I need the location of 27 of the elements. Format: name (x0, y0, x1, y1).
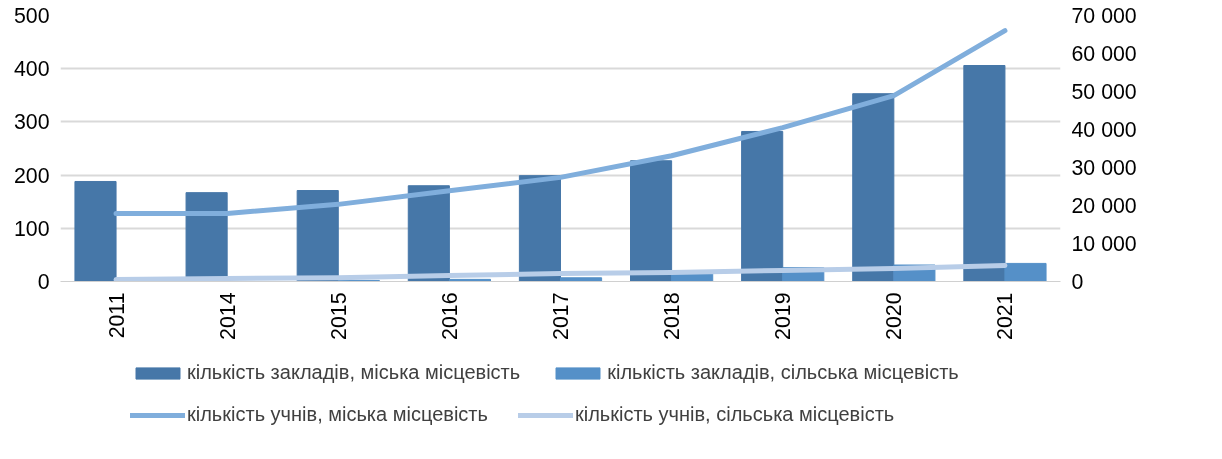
x-tick-label: 2020 (882, 292, 907, 340)
y2-tick-label: 60 000 (1071, 41, 1137, 66)
y2-tick-label: 10 000 (1071, 231, 1137, 256)
y2-tick-label: 0 (1071, 269, 1084, 294)
y-tick-label: 200 (13, 163, 50, 188)
y2-tick-label: 70 000 (1071, 3, 1137, 28)
y-tick-label: 500 (13, 4, 50, 28)
y2-tick-label: 20 000 (1071, 193, 1137, 218)
x-tick-label: 2017 (549, 292, 573, 340)
x-tick-label: 2016 (437, 292, 462, 340)
legend-label: кількість учнів, сільська місцевість (574, 403, 895, 426)
y2-tick-label: 40 000 (1071, 117, 1137, 142)
x-tick-label: 2019 (771, 292, 796, 340)
y-tick-label: 0 (37, 270, 50, 294)
y-tick-label: 100 (13, 216, 50, 241)
legend-label: кількість закладів, сільська місцевість (607, 361, 959, 384)
x-tick-label: 2015 (326, 292, 351, 340)
x-tick-label: 2011 (104, 292, 129, 339)
x-tick-label: 2021 (993, 292, 1018, 340)
x-tick-label: 2018 (660, 292, 685, 340)
legend-label: кількість закладів, міська місцевість (187, 361, 521, 384)
y2-tick-label: 50 000 (1071, 79, 1137, 104)
y2-tick-label: 30 000 (1071, 155, 1137, 180)
y-tick-label: 300 (13, 110, 50, 135)
x-tick-label: 2014 (215, 292, 240, 340)
legend-label: кількість учнів, міська місцевість (187, 403, 488, 426)
y-tick-label: 400 (13, 57, 50, 82)
